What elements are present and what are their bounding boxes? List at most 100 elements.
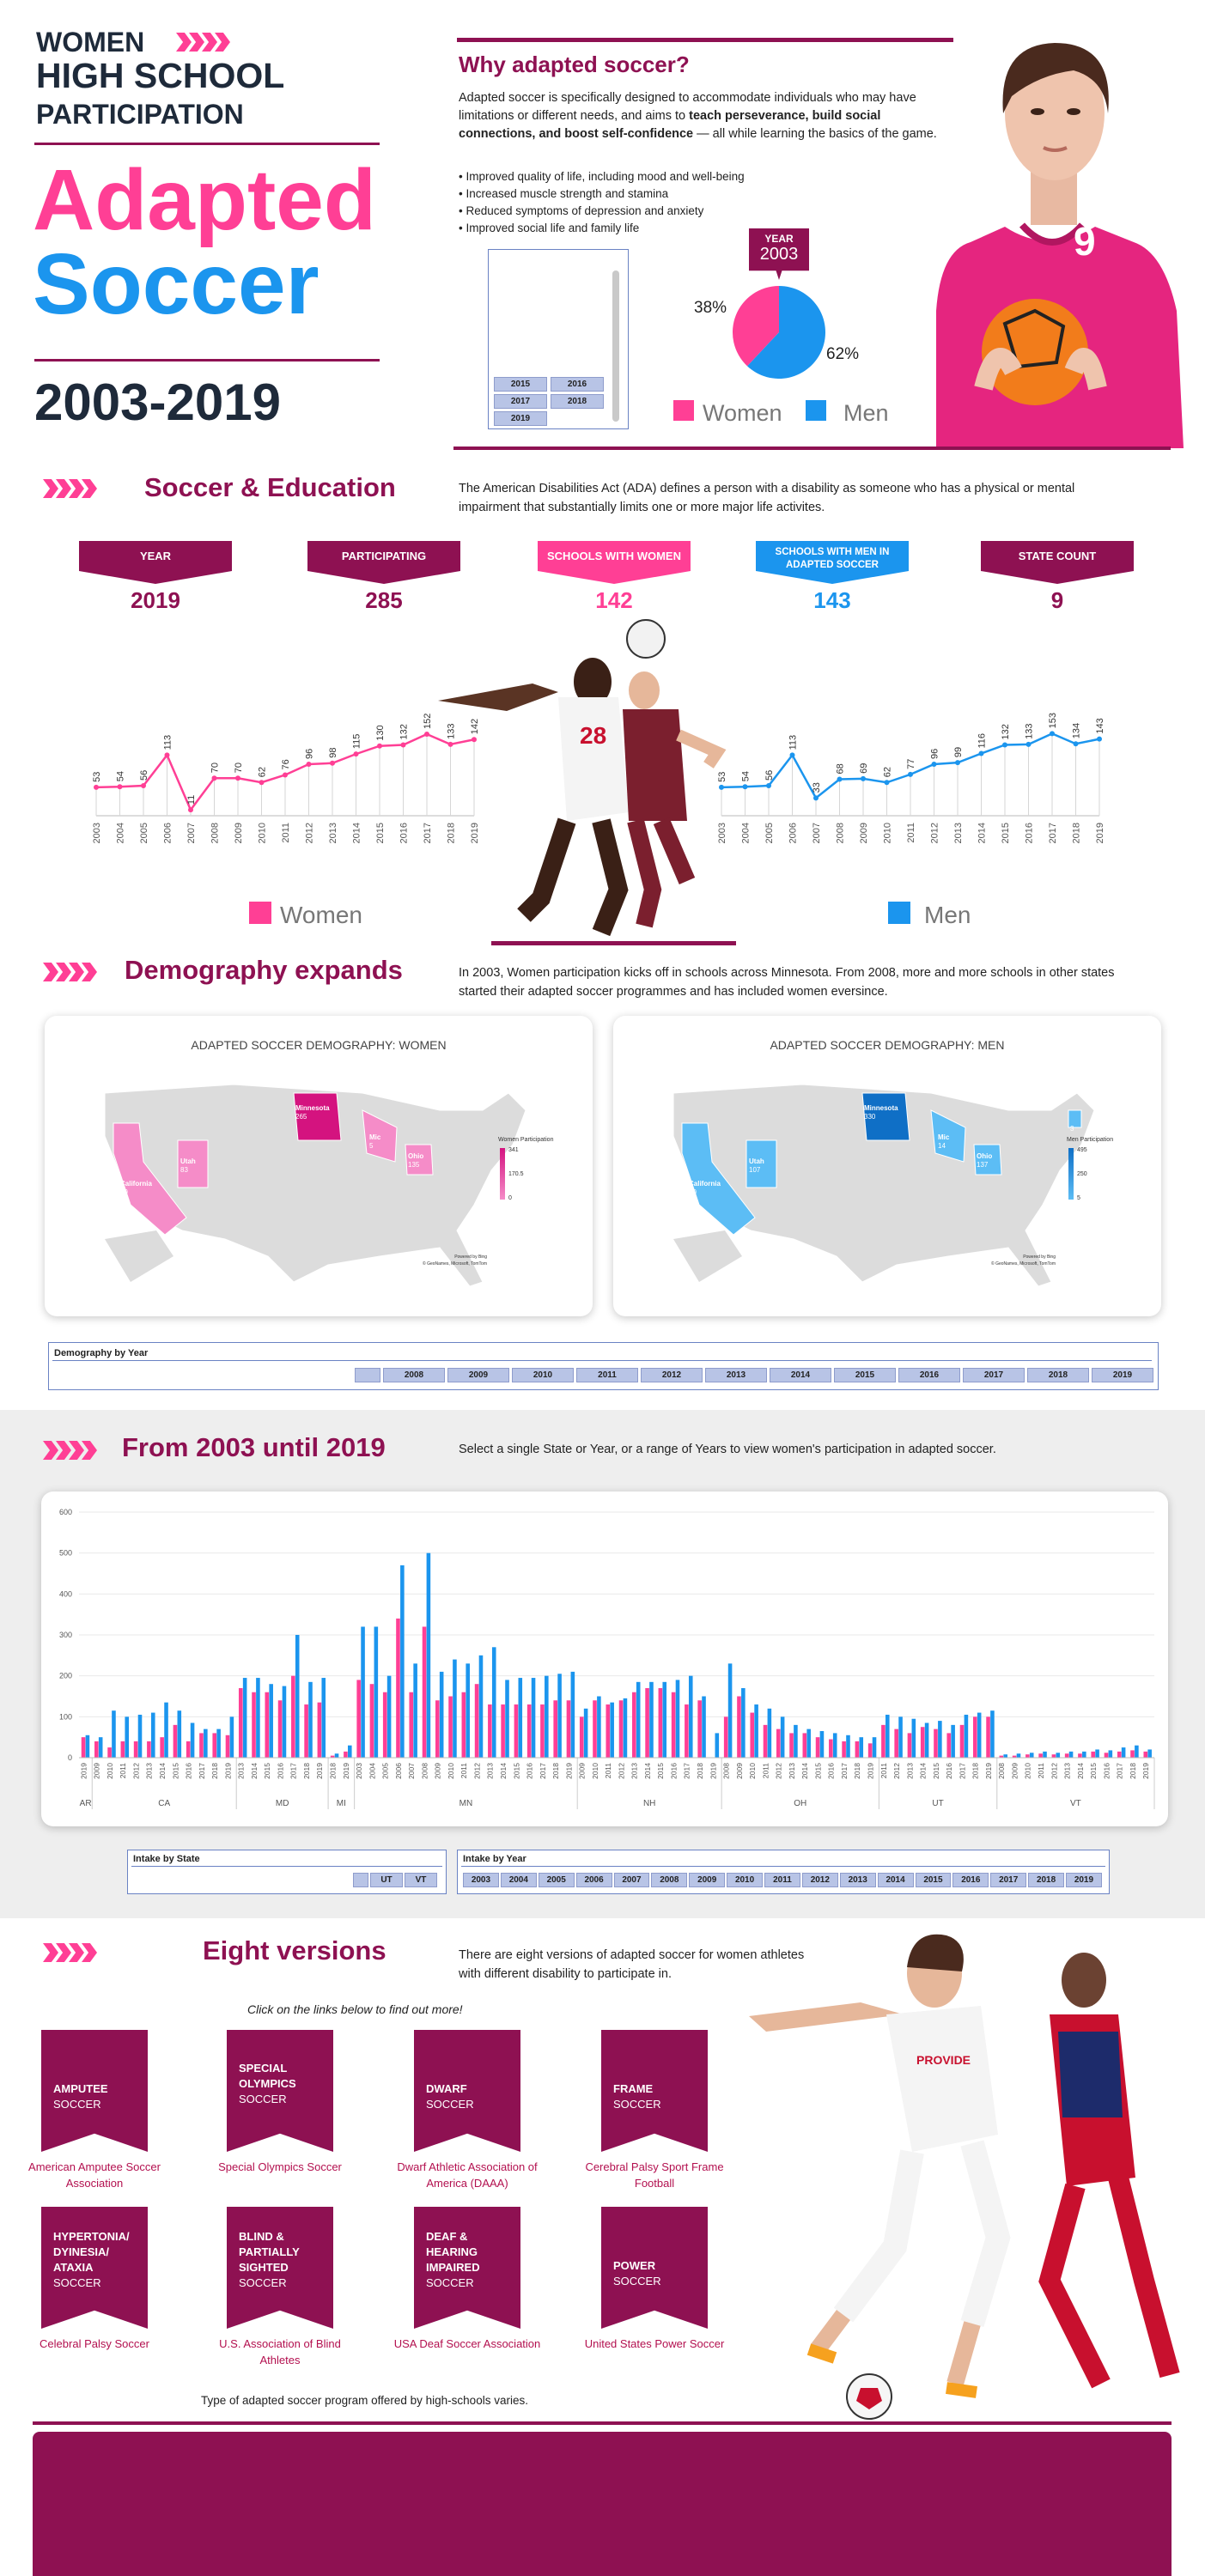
x-tick-label: 2015: [512, 1763, 520, 1779]
year-button-2010[interactable]: 2010: [512, 1368, 574, 1382]
state-group-label: MD: [276, 1799, 289, 1808]
year-button-2009[interactable]: 2009: [447, 1368, 509, 1382]
year-button-2010[interactable]: 2010: [727, 1873, 763, 1887]
year-button-2017[interactable]: 2017: [963, 1368, 1025, 1382]
map-state[interactable]: [861, 1092, 910, 1141]
map-state[interactable]: [177, 1139, 209, 1188]
year-button-2012[interactable]: 2012: [801, 1873, 838, 1887]
state-button-ut[interactable]: UT: [370, 1873, 403, 1887]
map-state[interactable]: [362, 1109, 398, 1163]
year-button-blank[interactable]: [355, 1368, 380, 1382]
bar-men: [675, 1680, 680, 1758]
year-button-2004[interactable]: 2004: [500, 1873, 537, 1887]
year-button-2019[interactable]: 2019: [494, 411, 547, 426]
bar-men: [623, 1698, 628, 1758]
year-button-2007[interactable]: 2007: [613, 1873, 650, 1887]
map-state[interactable]: [113, 1122, 187, 1236]
data-point: [377, 743, 382, 749]
version-link[interactable]: Dwarf Athletic Association of America (D…: [397, 2160, 538, 2190]
year-button-2009[interactable]: 2009: [689, 1873, 726, 1887]
bar-women: [501, 1704, 505, 1758]
year-button-2018[interactable]: 2018: [1028, 1873, 1064, 1887]
bar-women: [212, 1733, 217, 1758]
y-tick-label: 500: [59, 1549, 72, 1558]
version-flag[interactable]: DEAF & HEARING IMPAIRED SOCCER: [414, 2207, 520, 2329]
map-state[interactable]: [405, 1144, 434, 1176]
x-tick-label: 2017: [289, 1763, 298, 1779]
version-flag[interactable]: FRAME SOCCER: [601, 2030, 708, 2152]
version-link[interactable]: Cerebral Palsy Sport Frame Football: [585, 2160, 724, 2190]
state-button-blank[interactable]: [353, 1873, 368, 1887]
version-flag[interactable]: BLIND & PARTIALLY SIGHTED SOCCER: [227, 2207, 333, 2329]
year-button-2015[interactable]: 2015: [494, 377, 547, 392]
map-state[interactable]: [973, 1144, 1002, 1176]
stat-value: 9: [1050, 587, 1064, 613]
year-button-2003[interactable]: 2003: [463, 1873, 499, 1887]
state-button-vt[interactable]: VT: [405, 1873, 437, 1887]
slicer-divider: [52, 1360, 1152, 1361]
version-link[interactable]: U.S. Association of Blind Athletes: [219, 2337, 341, 2366]
year-button-2015[interactable]: 2015: [915, 1873, 952, 1887]
map-state[interactable]: [746, 1139, 777, 1188]
year-button-2006[interactable]: 2006: [575, 1873, 612, 1887]
version-link[interactable]: Celebral Palsy Soccer: [40, 2337, 149, 2350]
year-button-2013[interactable]: 2013: [705, 1368, 767, 1382]
map-legend-tick: 250: [1077, 1171, 1087, 1177]
x-tick-label: 2015: [171, 1763, 180, 1779]
year-button-2018[interactable]: 2018: [551, 394, 604, 409]
map-state[interactable]: [293, 1092, 342, 1141]
state-value: 265: [295, 1113, 307, 1121]
year-slicer: 2015 2016 2017 2018 2019: [488, 249, 629, 429]
year-button-2019[interactable]: 2019: [1092, 1368, 1153, 1382]
version-link[interactable]: American Amputee Soccer Association: [28, 2160, 161, 2190]
data-label: 54: [116, 771, 126, 781]
year-button-2008[interactable]: 2008: [651, 1873, 688, 1887]
y-tick-label: 400: [59, 1589, 72, 1598]
version-flag[interactable]: SPECIAL OLYMPICS SOCCER: [227, 2030, 333, 2152]
year-button-2012[interactable]: 2012: [641, 1368, 703, 1382]
version-link[interactable]: United States Power Soccer: [584, 2337, 725, 2350]
version-flag[interactable]: HYPERTONIA/ DYINESIA/ ATAXIA SOCCER: [41, 2207, 148, 2329]
divider: [453, 447, 1171, 450]
map-state[interactable]: [930, 1109, 966, 1163]
version-flag[interactable]: POWER SOCCER: [601, 2207, 708, 2329]
x-tick-label: 2014: [800, 1763, 809, 1779]
map-state[interactable]: [681, 1122, 756, 1236]
year-button-2019[interactable]: 2019: [1066, 1873, 1102, 1887]
version-link[interactable]: Special Olympics Soccer: [218, 2160, 342, 2173]
year-button-2017[interactable]: 2017: [494, 394, 547, 409]
x-tick-label: 2018: [1129, 1763, 1137, 1779]
data-point: [211, 775, 217, 781]
map-state[interactable]: [1068, 1109, 1082, 1128]
year-button-2017[interactable]: 2017: [990, 1873, 1027, 1887]
year-button-2014[interactable]: 2014: [877, 1873, 914, 1887]
year-button-2005[interactable]: 2005: [538, 1873, 575, 1887]
version-flag[interactable]: DWARF SOCCER: [414, 2030, 520, 2152]
bar-men: [256, 1678, 260, 1758]
year-button-2011[interactable]: 2011: [764, 1873, 800, 1887]
data-point: [283, 772, 288, 778]
year-button-2016[interactable]: 2016: [898, 1368, 960, 1382]
pie-men-pct: 62%: [826, 345, 860, 363]
bar-women: [488, 1704, 492, 1758]
bar-women: [763, 1724, 768, 1758]
x-tick-label: 2017: [840, 1763, 849, 1779]
x-tick-label: 2004: [116, 823, 126, 843]
year-button-2018[interactable]: 2018: [1027, 1368, 1089, 1382]
year-button-2008[interactable]: 2008: [383, 1368, 445, 1382]
version-link[interactable]: USA Deaf Soccer Association: [393, 2337, 541, 2350]
slicer-scrollbar[interactable]: [612, 270, 619, 422]
version-flag[interactable]: AMPUTEE SOCCER: [41, 2030, 148, 2152]
year-button-2014[interactable]: 2014: [770, 1368, 831, 1382]
year-button-2013[interactable]: 2013: [839, 1873, 876, 1887]
year-button-2016[interactable]: 2016: [551, 377, 604, 392]
x-tick-label: 2007: [407, 1763, 416, 1779]
bar-men: [1056, 1753, 1061, 1758]
bar-women: [186, 1741, 191, 1758]
x-tick-label: 2012: [617, 1763, 625, 1779]
x-tick-label: 2010: [883, 823, 893, 843]
year-button-2011[interactable]: 2011: [576, 1368, 638, 1382]
year-button-2016[interactable]: 2016: [952, 1873, 989, 1887]
year-button-2015[interactable]: 2015: [834, 1368, 896, 1382]
